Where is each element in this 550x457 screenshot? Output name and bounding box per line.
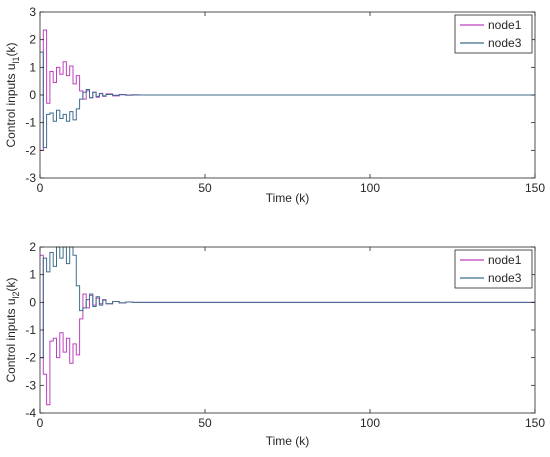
bottom-legend-label-node3: node3 <box>488 271 522 285</box>
bottom-x-axis-label: Time (k) <box>266 434 310 448</box>
bottom-x-tick-label: 100 <box>360 416 380 430</box>
bottom-series-layer <box>40 246 535 406</box>
top-x-ticks: 0 50 100 150 <box>37 12 545 195</box>
top-y-ticks: -3 -2 -1 0 1 2 3 <box>25 5 535 185</box>
top-y-axis-label-main: Control inputs u <box>4 63 18 147</box>
top-series-node3 <box>40 51 535 149</box>
bottom-y-ticks: -4 -3 -2 -1 0 1 2 <box>25 240 535 420</box>
top-y-tick-label: 2 <box>29 33 36 47</box>
top-y-tick-label: 1 <box>29 60 36 74</box>
bottom-y-tick-label: 1 <box>29 268 36 282</box>
top-y-tick-label: -1 <box>25 116 36 130</box>
bottom-y-axis-label-subscript: l2 <box>11 291 21 298</box>
top-y-tick-label: -3 <box>25 171 36 185</box>
bottom-y-axis-label: Control inputs ul2(k) <box>4 277 21 382</box>
bottom-y-tick-label: -3 <box>25 378 36 392</box>
top-subplot: 0 50 100 150 -3 -2 -1 0 1 2 3 Time (k) Control in… <box>4 5 545 205</box>
top-legend-label-node1: node1 <box>488 18 522 32</box>
top-x-tick-label: 100 <box>360 181 380 195</box>
bottom-legend-box <box>454 249 533 289</box>
bottom-y-tick-label: -4 <box>25 406 36 420</box>
top-series-layer <box>40 29 535 151</box>
top-y-axis-label-subscript: l1 <box>11 56 21 63</box>
top-legend-box <box>454 14 533 54</box>
top-x-tick-label: 0 <box>37 181 44 195</box>
top-y-tick-label: 3 <box>29 5 36 19</box>
bottom-y-tick-label: -2 <box>25 351 36 365</box>
bottom-x-tick-label: 150 <box>525 416 545 430</box>
top-x-tick-label: 50 <box>198 181 212 195</box>
bottom-y-axis-label-suffix: (k) <box>4 277 18 291</box>
bottom-series-node3 <box>40 246 535 359</box>
top-y-tick-label: -2 <box>25 143 36 157</box>
bottom-x-ticks: 0 50 100 150 <box>37 247 545 430</box>
top-legend-label-node3: node3 <box>488 36 522 50</box>
bottom-y-axis-label-main: Control inputs u <box>4 298 18 382</box>
bottom-subplot: 0 50 100 150 -4 -3 -2 -1 0 1 2 Time (k) Control i… <box>4 240 545 448</box>
bottom-y-tick-label: 2 <box>29 240 36 254</box>
top-y-tick-label: 0 <box>29 88 36 102</box>
bottom-y-tick-label: 0 <box>29 295 36 309</box>
bottom-plot-area <box>40 247 535 413</box>
bottom-x-tick-label: 50 <box>198 416 212 430</box>
bottom-x-tick-label: 0 <box>37 416 44 430</box>
top-x-axis-label: Time (k) <box>266 191 310 205</box>
bottom-y-tick-label: -1 <box>25 323 36 337</box>
bottom-legend-label-node1: node1 <box>488 253 522 267</box>
top-x-tick-label: 150 <box>525 181 545 195</box>
top-y-axis-label-suffix: (k) <box>4 42 18 56</box>
top-legend: node1 node3 <box>454 14 533 54</box>
top-y-axis-label: Control inputs ul1(k) <box>4 42 21 147</box>
bottom-legend: node1 node3 <box>454 249 533 289</box>
